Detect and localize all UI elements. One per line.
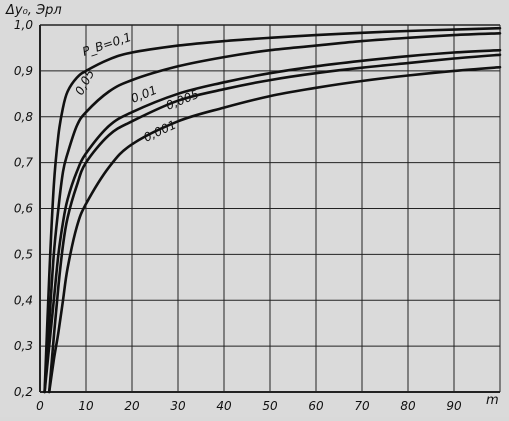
series-line (43, 26, 502, 394)
x-tick-label: 50 (262, 399, 278, 413)
y-tick-label: 0,7 (14, 156, 33, 170)
series-line (47, 65, 502, 394)
x-tick-label: 80 (400, 399, 416, 413)
y-tick-label: 0,5 (14, 247, 33, 261)
grid (39, 24, 501, 393)
y-tick-label: 1,0 (14, 18, 33, 32)
x-axis-title: m (486, 393, 499, 408)
tick-labels: 0 10 20 30 40 50 60 70 80 90 0,2 0,3 0,4 0,5 0,6 0,7 0,8… (14, 18, 462, 413)
series-line (43, 31, 502, 394)
x-tick-label: 70 (354, 399, 370, 413)
x-tick-label: 40 (216, 399, 232, 413)
y-tick-label: 0,8 (14, 110, 33, 124)
y-tick-label: 0,2 (14, 385, 33, 399)
y-tick-label: 0,4 (14, 293, 33, 307)
y-axis-title: Δy₀, Эрл (5, 3, 62, 18)
x-tick-label: 20 (124, 399, 140, 413)
x-tick-label: 90 (446, 399, 462, 413)
x-tick-label: 0 (36, 399, 44, 413)
x-tick-label: 10 (78, 399, 94, 413)
x-tick-label: 30 (170, 399, 186, 413)
y-tick-label: 0,6 (14, 202, 33, 216)
curves (43, 26, 502, 394)
x-tick-label: 60 (308, 399, 324, 413)
series-line (43, 48, 502, 394)
series-line (47, 53, 502, 394)
y-tick-label: 0,3 (14, 339, 33, 353)
y-tick-label: 0,9 (14, 64, 33, 78)
